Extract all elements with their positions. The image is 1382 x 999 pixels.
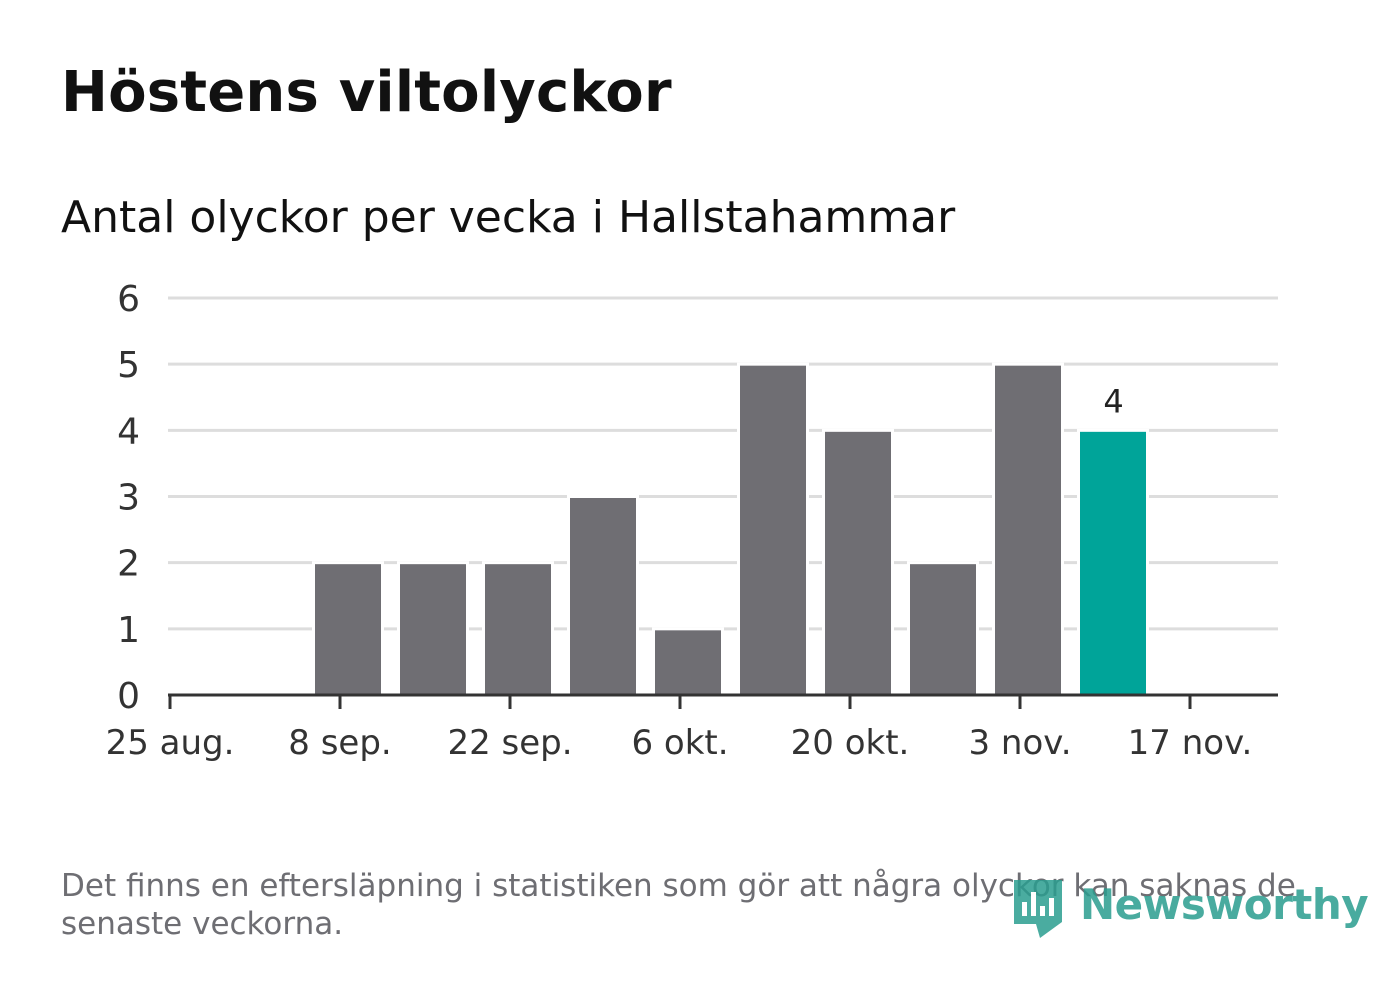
bar	[397, 561, 469, 697]
y-tick-label: 3	[117, 478, 140, 519]
x-tick-label: 8 sep.	[288, 723, 391, 763]
bar	[822, 428, 894, 697]
bar	[992, 362, 1064, 697]
chart-title: Höstens viltolyckor	[61, 60, 672, 125]
bar	[482, 561, 554, 697]
y-tick-label: 0	[117, 676, 140, 717]
x-tick-label: 20 okt.	[791, 723, 910, 763]
footnote: Det finns en eftersläpning i statistiken…	[61, 868, 1296, 942]
x-tick-label: 3 nov.	[968, 723, 1071, 763]
x-tick-label: 22 sep.	[447, 723, 572, 763]
bar	[567, 495, 639, 697]
y-tick-label: 2	[117, 544, 140, 585]
bar	[312, 561, 384, 697]
logo-text: Newsworthy	[1080, 880, 1369, 929]
x-tick-label: 17 nov.	[1128, 723, 1253, 763]
bar	[907, 561, 979, 697]
y-tick-label: 1	[117, 610, 140, 651]
newsworthy-bar-icon	[1014, 880, 1062, 938]
chart-subtitle: Antal olyckor per vecka i Hallstahammar	[61, 192, 956, 243]
bar-highlight	[1077, 428, 1149, 697]
y-tick-label: 6	[117, 279, 140, 320]
y-tick-label: 4	[117, 411, 140, 452]
x-tick-label: 6 okt.	[631, 723, 728, 763]
data-label: 4	[1103, 382, 1123, 420]
newsworthy-logo: Newsworthy	[1010, 876, 1369, 942]
y-tick-label: 5	[117, 345, 140, 386]
bar	[652, 627, 724, 697]
x-tick-label: 25 aug.	[106, 723, 235, 763]
bar	[737, 362, 809, 697]
